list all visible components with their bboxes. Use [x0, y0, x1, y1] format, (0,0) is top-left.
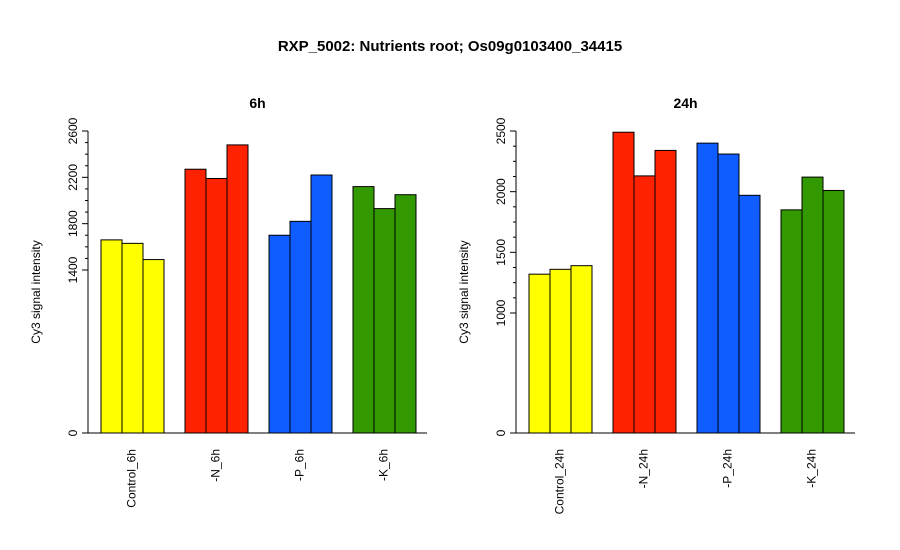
bar: [654, 149, 677, 434]
bar: [696, 142, 719, 434]
bar: [352, 186, 375, 434]
bar: [373, 208, 396, 434]
y-axis-label: Cy3 signal intensity: [29, 240, 43, 343]
bar: [289, 220, 312, 434]
y-tick-label: 2600: [66, 117, 80, 144]
bar: [633, 175, 656, 434]
x-category-label: -N_24h: [637, 449, 651, 488]
x-category-label: -N_6h: [209, 449, 223, 482]
panel-title: 24h: [673, 95, 697, 111]
x-category-label: -K_6h: [377, 449, 391, 481]
y-tick-label: 2500: [494, 117, 508, 144]
x-category-label: -P_6h: [293, 449, 307, 481]
bar: [184, 168, 207, 434]
bar: [121, 242, 144, 434]
y-tick-label: 1800: [66, 210, 80, 237]
bar: [717, 153, 740, 434]
bar: [268, 234, 291, 434]
bar: [205, 177, 228, 434]
bar: [801, 176, 824, 434]
y-axis-label: Cy3 signal intensity: [457, 240, 471, 343]
bar: [310, 174, 333, 434]
figure-title: RXP_5002: Nutrients root; Os09g0103400_3…: [277, 38, 623, 55]
y-tick-label: 1500: [494, 239, 508, 266]
x-category-label: Control_6h: [125, 449, 139, 508]
y-tick-label: 1000: [494, 299, 508, 326]
y-tick-label: 1400: [66, 256, 80, 283]
bar: [226, 144, 249, 434]
panel-title: 6h: [249, 95, 265, 111]
bar: [570, 265, 593, 434]
panel-24h: 24h 0 1000 1500 2000 2500 Cy3 signal intensity…: [457, 95, 855, 514]
x-category-label: -K_24h: [805, 449, 819, 488]
bar: [612, 131, 635, 434]
bar: [780, 209, 803, 434]
y-tick-label: 2000: [494, 178, 508, 205]
x-category-label: -P_24h: [721, 449, 735, 488]
y-tick-label: 0: [66, 429, 80, 436]
bar: [100, 239, 123, 434]
bar: [142, 259, 165, 434]
panel-6h: 6h 0 1400 1800 2200 2600 Cy3 signal intensity C…: [29, 95, 427, 508]
x-category-label: Control_24h: [553, 449, 567, 514]
bar: [528, 273, 551, 434]
bar: [822, 189, 845, 434]
y-tick-label: 2200: [66, 164, 80, 191]
bar: [738, 194, 761, 434]
bar: [394, 194, 417, 434]
y-tick-label: 0: [494, 429, 508, 436]
bar: [549, 268, 572, 434]
